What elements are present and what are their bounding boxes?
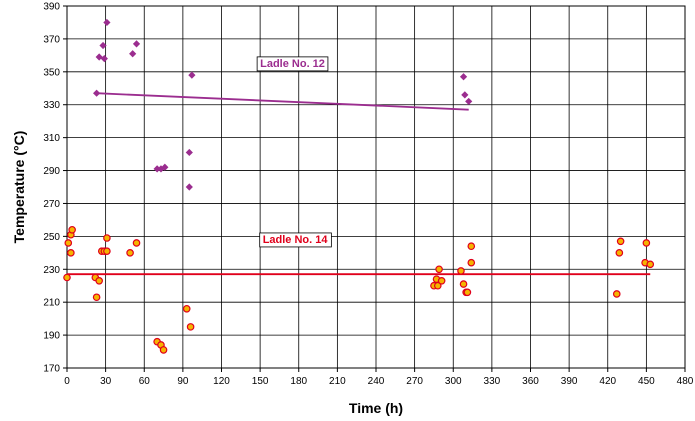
series-labels: Ladle No. 12 Ladle No. 14 bbox=[256, 56, 332, 248]
ladle-12-data-point bbox=[129, 50, 137, 58]
ladle-14-data-point bbox=[615, 249, 624, 257]
ladle-14-data-point bbox=[463, 288, 472, 297]
data-points bbox=[63, 18, 655, 354]
ladle-12-data-point bbox=[153, 165, 161, 173]
x-tick-label: 120 bbox=[213, 376, 230, 387]
ladle-14-data-point bbox=[459, 280, 468, 288]
x-tick-label: 480 bbox=[677, 376, 694, 387]
y-tick-label: 330 bbox=[43, 100, 60, 111]
ladle-14-data-point bbox=[103, 234, 111, 242]
ladle-12-data-point bbox=[188, 71, 196, 79]
ladle-14-label-box: Ladle No. 14 bbox=[259, 232, 332, 248]
ladle-14-data-point bbox=[616, 237, 625, 246]
ladle-14-label: Ladle No. 14 bbox=[263, 234, 329, 246]
ladle-14-data-point bbox=[159, 346, 168, 354]
ladle-14-data-point bbox=[126, 249, 134, 257]
x-tick-label: 270 bbox=[406, 376, 423, 387]
y-tick-label: 230 bbox=[43, 265, 60, 276]
x-tick-label: 450 bbox=[638, 376, 655, 387]
y-tick-label: 390 bbox=[43, 2, 60, 13]
x-tick-label: 300 bbox=[445, 376, 462, 387]
y-axis-title: Temperature (°C) bbox=[11, 131, 27, 244]
ladle-12-data-point bbox=[103, 18, 111, 27]
ladle-14-data-point bbox=[437, 276, 446, 285]
ladle-12-label-box: Ladle No. 12 bbox=[256, 56, 329, 72]
ladle-14-data-point bbox=[435, 265, 443, 274]
ladle-14-data-point bbox=[95, 276, 103, 285]
ladle-14-data-point bbox=[186, 323, 195, 331]
x-tick-label: 60 bbox=[139, 376, 151, 387]
ladle-12-data-point bbox=[185, 148, 193, 157]
ladle-14-data-point bbox=[467, 242, 476, 251]
x-axis-title: Time (h) bbox=[349, 400, 403, 416]
x-tick-label: 90 bbox=[177, 376, 189, 387]
y-tick-label: 250 bbox=[43, 232, 60, 243]
x-tick-label: 210 bbox=[329, 376, 346, 387]
x-tick-label: 30 bbox=[100, 376, 112, 387]
x-tick-label: 390 bbox=[561, 376, 578, 387]
ladle-14-data-point bbox=[182, 304, 191, 313]
x-tick-label: 0 bbox=[64, 376, 70, 387]
ladle-12-data-point bbox=[461, 91, 469, 99]
ladle-14-data-point bbox=[68, 225, 76, 234]
ladle-12-data-point bbox=[459, 73, 468, 81]
x-tick-label: 240 bbox=[368, 376, 385, 387]
ladle-12-label-frame bbox=[256, 56, 329, 72]
ladle-12-data-point bbox=[95, 53, 103, 61]
ladle-14-data-point bbox=[433, 281, 442, 290]
ladle-12-data-point bbox=[161, 163, 169, 171]
y-tick-label: 370 bbox=[43, 34, 60, 45]
ladle-14-label-frame bbox=[259, 232, 332, 248]
x-tick-label: 420 bbox=[599, 376, 616, 387]
ladle-14-data-point bbox=[457, 267, 465, 275]
x-tick-label: 330 bbox=[484, 376, 501, 387]
ladle-12-trend-line bbox=[96, 92, 469, 111]
ladle-14-data-point bbox=[92, 293, 101, 302]
ladle-12-data-point bbox=[465, 97, 473, 106]
ladle-14-data-point bbox=[64, 239, 73, 247]
ladle-12-data-point bbox=[93, 89, 101, 97]
ladle-12-data-point bbox=[100, 55, 108, 63]
y-tick-label: 290 bbox=[43, 166, 60, 177]
ladle-14-data-point bbox=[132, 239, 141, 247]
ladle-14-data-point bbox=[67, 249, 75, 257]
ladle-14-data-point bbox=[612, 290, 621, 298]
ladle-12-label: Ladle No. 12 bbox=[260, 58, 325, 70]
ladle-12-data-point bbox=[185, 183, 193, 191]
y-tick-label: 170 bbox=[43, 364, 60, 375]
axis-ticks: 0 30 60 90 120 150 180 210 240 270 300 330 360 390 420… bbox=[43, 2, 693, 388]
y-tick-label: 210 bbox=[43, 298, 60, 309]
y-tick-label: 190 bbox=[43, 331, 60, 342]
ladle-14-data-point bbox=[63, 273, 71, 282]
trend-lines bbox=[67, 92, 651, 276]
x-tick-label: 360 bbox=[522, 376, 539, 387]
ladle-14-data-point bbox=[646, 260, 655, 269]
y-tick-label: 350 bbox=[43, 67, 60, 78]
grid-lines bbox=[66, 5, 686, 369]
y-tick-label: 310 bbox=[43, 133, 60, 144]
ladle-14-data-point bbox=[642, 239, 651, 247]
ladle-14-data-point bbox=[103, 247, 111, 255]
x-tick-label: 150 bbox=[252, 376, 269, 387]
ladle-14-data-point bbox=[467, 258, 476, 267]
x-tick-label: 180 bbox=[290, 376, 307, 387]
ladle-12-data-point bbox=[132, 40, 141, 48]
y-tick-label: 270 bbox=[43, 199, 60, 210]
ladle-12-data-point bbox=[99, 41, 107, 50]
